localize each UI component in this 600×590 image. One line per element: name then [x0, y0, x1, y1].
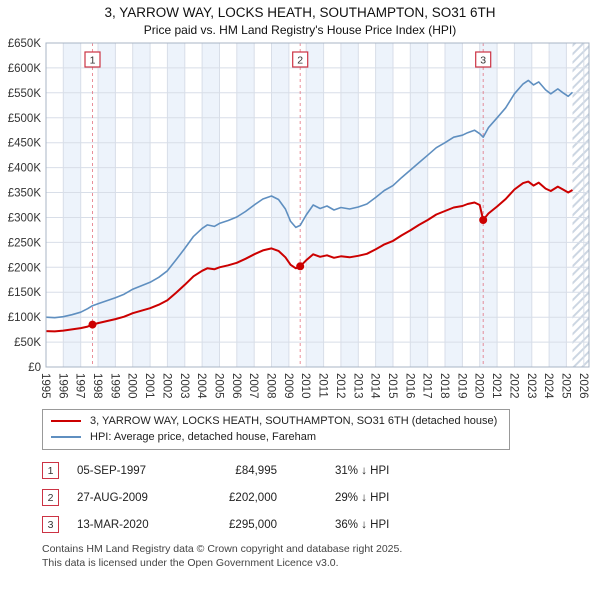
svg-text:£200K: £200K: [8, 262, 42, 274]
svg-text:£650K: £650K: [8, 38, 42, 50]
svg-text:2020: 2020: [473, 373, 485, 399]
svg-text:2015: 2015: [386, 373, 398, 399]
svg-text:2011: 2011: [317, 373, 329, 398]
svg-text:£300K: £300K: [8, 213, 42, 225]
legend-label-property: 3, YARROW WAY, LOCKS HEATH, SOUTHAMPTON,…: [90, 415, 498, 427]
svg-text:£0: £0: [28, 362, 41, 374]
svg-text:2009: 2009: [282, 373, 294, 399]
svg-text:2022: 2022: [507, 373, 519, 399]
transaction-number-badge: 2: [42, 489, 59, 506]
svg-text:2: 2: [297, 55, 303, 67]
svg-text:2008: 2008: [265, 373, 277, 399]
svg-text:2001: 2001: [143, 373, 155, 399]
svg-text:2012: 2012: [334, 373, 346, 399]
svg-text:£50K: £50K: [14, 337, 41, 349]
transaction-number-badge: 3: [42, 516, 59, 533]
table-row: 1 05-SEP-1997 £84,995 31% ↓ HPI: [42, 462, 600, 479]
svg-text:2025: 2025: [559, 373, 571, 399]
svg-text:3: 3: [480, 55, 486, 67]
svg-text:2010: 2010: [299, 373, 311, 399]
page-subtitle: Price paid vs. HM Land Registry's House …: [143, 23, 457, 37]
svg-text:£150K: £150K: [8, 287, 42, 299]
legend-item-property: 3, YARROW WAY, LOCKS HEATH, SOUTHAMPTON,…: [51, 415, 497, 427]
svg-text:£600K: £600K: [8, 63, 42, 75]
svg-text:2000: 2000: [126, 373, 138, 399]
legend-label-hpi: HPI: Average price, detached house, Fare…: [90, 431, 317, 443]
transaction-number-badge: 1: [42, 462, 59, 479]
svg-text:1: 1: [90, 55, 96, 67]
transaction-hpi-delta: 31% ↓ HPI: [335, 464, 390, 477]
red-line-sample: [51, 420, 81, 422]
svg-text:2019: 2019: [455, 373, 467, 399]
transaction-price: £295,000: [229, 518, 277, 531]
svg-text:£400K: £400K: [8, 163, 42, 175]
svg-text:2017: 2017: [421, 373, 433, 399]
price-history-chart: £0 £50K £100K £150K £200K £250K £300K £350K £400…: [8, 38, 590, 399]
svg-text:1995: 1995: [39, 373, 51, 399]
transaction-hpi-delta: 29% ↓ HPI: [335, 491, 390, 504]
svg-text:2006: 2006: [230, 373, 242, 399]
chart-legend: 3, YARROW WAY, LOCKS HEATH, SOUTHAMPTON,…: [42, 409, 511, 450]
footer-line-1: Contains HM Land Registry data © Crown c…: [42, 543, 403, 555]
svg-text:1997: 1997: [74, 373, 86, 399]
transaction-price: £202,000: [229, 491, 277, 504]
svg-text:2016: 2016: [403, 373, 415, 399]
svg-text:2026: 2026: [577, 373, 589, 399]
svg-text:£250K: £250K: [8, 237, 42, 249]
transaction-hpi-delta: 36% ↓ HPI: [335, 518, 390, 531]
chart-header: 3, YARROW WAY, LOCKS HEATH, SOUTHAMPTON,…: [0, 0, 600, 37]
table-row: 3 13-MAR-2020 £295,000 36% ↓ HPI: [42, 516, 600, 533]
transaction-date: 05-SEP-1997: [77, 464, 147, 477]
footer-line-2: This data is licensed under the Open Gov…: [42, 556, 339, 569]
svg-text:£450K: £450K: [8, 138, 42, 150]
license-footer: Contains HM Land Registry data © Crown c…: [42, 543, 600, 570]
page-title: 3, YARROW WAY, LOCKS HEATH, SOUTHAMPTON,…: [104, 5, 496, 20]
transaction-price: £84,995: [235, 464, 277, 477]
blue-line-sample: [51, 436, 81, 438]
svg-text:2002: 2002: [160, 373, 172, 399]
svg-text:2024: 2024: [542, 373, 554, 399]
transaction-date: 27-AUG-2009: [77, 491, 148, 504]
svg-text:£550K: £550K: [8, 88, 42, 100]
svg-text:1998: 1998: [91, 373, 103, 399]
legend-item-hpi: HPI: Average price, detached house, Fare…: [51, 431, 497, 443]
svg-text:£350K: £350K: [8, 188, 42, 200]
svg-text:1999: 1999: [108, 373, 120, 399]
svg-text:2005: 2005: [213, 373, 225, 399]
svg-text:2007: 2007: [247, 373, 259, 399]
svg-text:£500K: £500K: [8, 113, 42, 125]
svg-text:2023: 2023: [525, 373, 537, 399]
svg-text:2014: 2014: [369, 373, 381, 399]
svg-text:2004: 2004: [195, 373, 207, 399]
transaction-date: 13-MAR-2020: [77, 518, 149, 531]
svg-text:2013: 2013: [351, 373, 363, 399]
transactions-table: 1 05-SEP-1997 £84,995 31% ↓ HPI 2 27-AUG…: [42, 462, 600, 533]
svg-text:1996: 1996: [56, 373, 68, 399]
table-row: 2 27-AUG-2009 £202,000 29% ↓ HPI: [42, 489, 600, 506]
svg-text:£100K: £100K: [8, 312, 42, 324]
svg-text:2018: 2018: [438, 373, 450, 399]
svg-text:2003: 2003: [178, 373, 190, 399]
svg-text:2021: 2021: [490, 373, 502, 399]
